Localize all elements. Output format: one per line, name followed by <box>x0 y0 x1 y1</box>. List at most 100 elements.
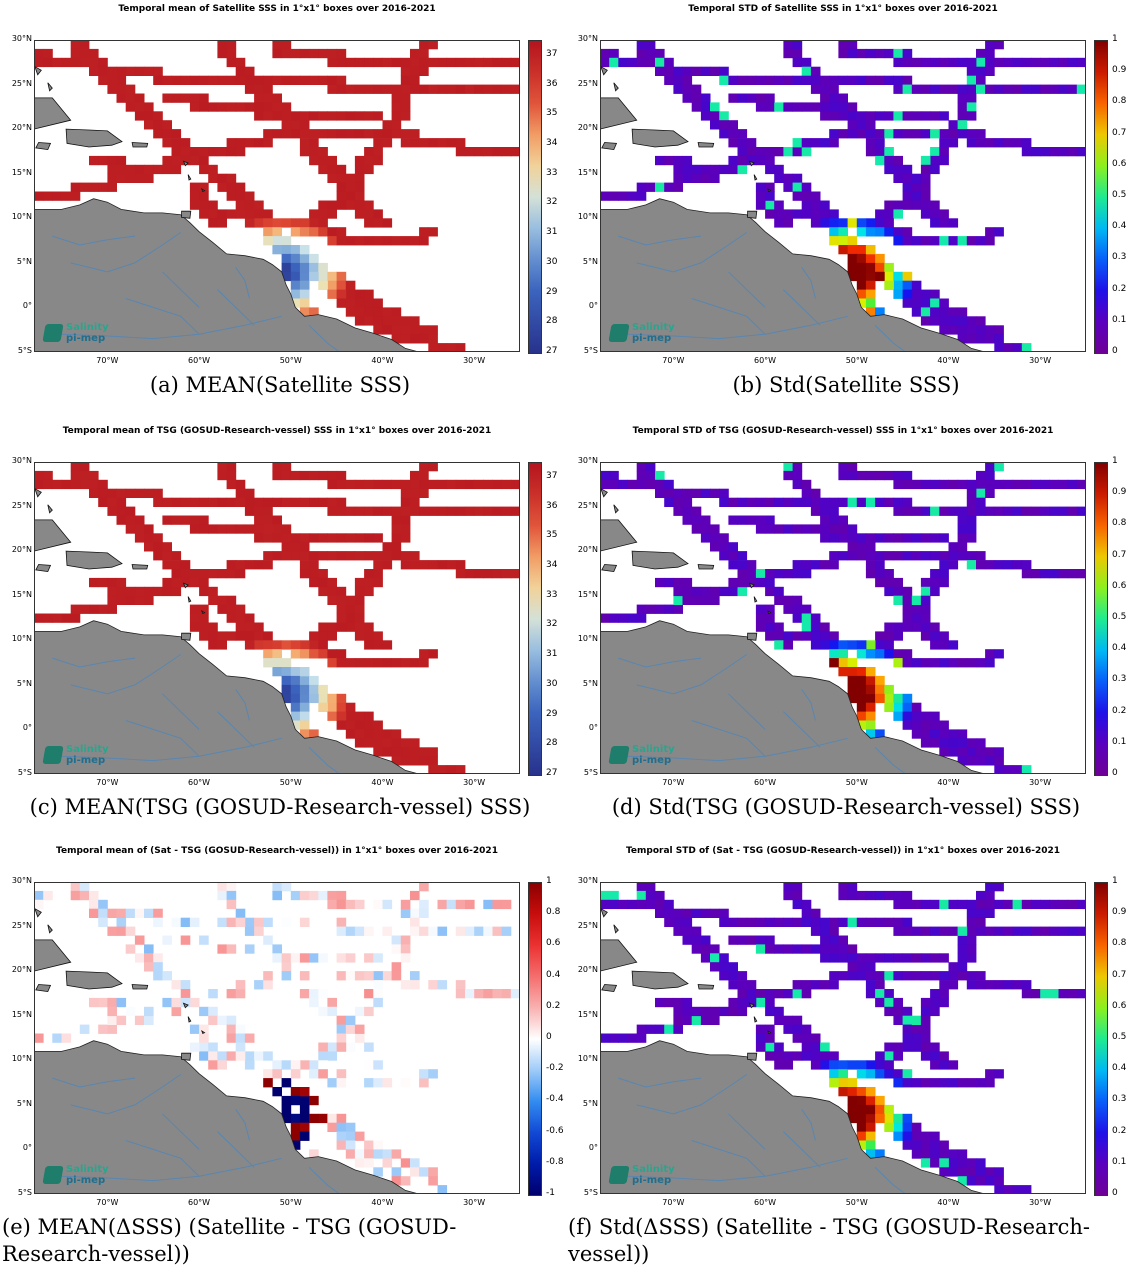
colorbar-tick-label: 1 <box>546 876 552 886</box>
grid-cell <box>419 488 429 498</box>
grid-cell <box>930 971 940 981</box>
grid-cell <box>299 953 310 963</box>
grid-cell <box>364 622 374 632</box>
colorbar-tick-label: 29 <box>546 708 558 719</box>
grid-cell <box>838 75 848 85</box>
grid-cell <box>382 729 393 739</box>
grid-cell <box>354 191 365 201</box>
grid-cell <box>783 1015 793 1025</box>
grid-cell <box>673 917 683 927</box>
grid-cell <box>755 147 766 157</box>
grid-cell <box>893 84 903 94</box>
grid-cell <box>437 1185 448 1194</box>
grid-cell <box>774 218 784 228</box>
grid-cell <box>966 953 977 963</box>
grid-cell <box>884 1060 894 1070</box>
grid-cell <box>364 971 374 981</box>
grid-cell <box>263 515 273 525</box>
grid-cell <box>884 1051 894 1061</box>
grid-cell <box>700 586 711 597</box>
grid-cell <box>737 75 748 85</box>
grid-cell <box>208 595 218 605</box>
island <box>601 142 618 151</box>
grid-cell <box>820 1051 830 1061</box>
grid-cell <box>801 1042 812 1052</box>
grid-cell <box>199 622 209 632</box>
grid-cell <box>327 649 337 659</box>
grid-cell <box>327 200 337 210</box>
grid-cell <box>254 102 264 112</box>
grid-cell <box>299 649 310 659</box>
grid-cell <box>290 218 301 228</box>
grid-cell <box>865 111 876 121</box>
island <box>34 907 42 918</box>
grid-cell <box>985 506 995 516</box>
grid-cell <box>920 84 931 94</box>
river <box>70 1074 181 1115</box>
grid-cell <box>920 1078 931 1088</box>
grid-cell <box>765 1033 775 1043</box>
grid-cell <box>281 470 292 481</box>
grid-cell <box>829 75 839 85</box>
colorbar-tick-label: 1 <box>1112 34 1118 44</box>
grid-cell <box>976 316 986 326</box>
grid-cell <box>710 595 720 605</box>
colorbar-tick-label: 0.6 <box>546 938 561 949</box>
grid-cell <box>208 1051 218 1061</box>
grid-cell <box>345 720 356 730</box>
grid-cell <box>208 497 218 507</box>
grid-cell <box>893 953 903 963</box>
grid-cell <box>345 1024 356 1034</box>
island <box>753 596 758 603</box>
grid-cell <box>737 515 748 525</box>
grid-cell <box>957 325 968 335</box>
grid-cell <box>318 890 328 901</box>
grid-cell <box>1021 147 1032 157</box>
grid-cell <box>373 1140 383 1150</box>
grid-cell <box>856 675 867 686</box>
grid-cell <box>966 93 977 103</box>
grid-cell <box>976 236 986 246</box>
grid-cell <box>98 1024 108 1034</box>
grid-cell <box>336 57 347 68</box>
grid-cell <box>263 971 273 981</box>
grid-cell <box>134 533 145 543</box>
grid-cell <box>1076 506 1086 516</box>
grid-cell <box>153 488 163 498</box>
grid-cell <box>263 227 273 237</box>
grid-cell <box>391 120 402 130</box>
island <box>34 487 42 498</box>
grid-cell <box>455 138 466 148</box>
grid-cell <box>410 658 420 668</box>
grid-cell <box>1040 479 1050 490</box>
grid-cell <box>976 917 986 927</box>
grid-cell <box>226 917 237 927</box>
grid-cell <box>755 497 766 507</box>
grid-cell <box>985 980 995 990</box>
grid-cell <box>902 1140 913 1150</box>
grid-cell <box>89 908 99 918</box>
grid-cell <box>153 908 163 918</box>
lon-tick-label: 40°W <box>371 1198 394 1207</box>
grid-cell <box>838 129 848 139</box>
grid-cell <box>966 316 977 326</box>
grid-cell <box>318 631 328 641</box>
grid-cell <box>501 147 512 157</box>
grid-cell <box>884 971 894 981</box>
grid-cell <box>930 569 940 579</box>
grid-cell <box>838 935 848 945</box>
grid-cell <box>419 658 429 668</box>
grid-cell <box>939 1078 949 1088</box>
grid-cell <box>700 595 711 605</box>
grid-cell <box>272 1087 282 1097</box>
lat-tick-label: 0° <box>588 301 598 311</box>
grid-cell <box>318 147 328 157</box>
grid-cell <box>382 218 393 228</box>
grid-cell <box>125 93 136 103</box>
grid-cell <box>318 586 328 597</box>
grid-cell <box>226 138 237 148</box>
grid-cell <box>820 75 830 85</box>
grid-cell <box>856 1087 867 1097</box>
grid-cell <box>902 953 913 963</box>
grid-cell <box>856 1131 867 1141</box>
